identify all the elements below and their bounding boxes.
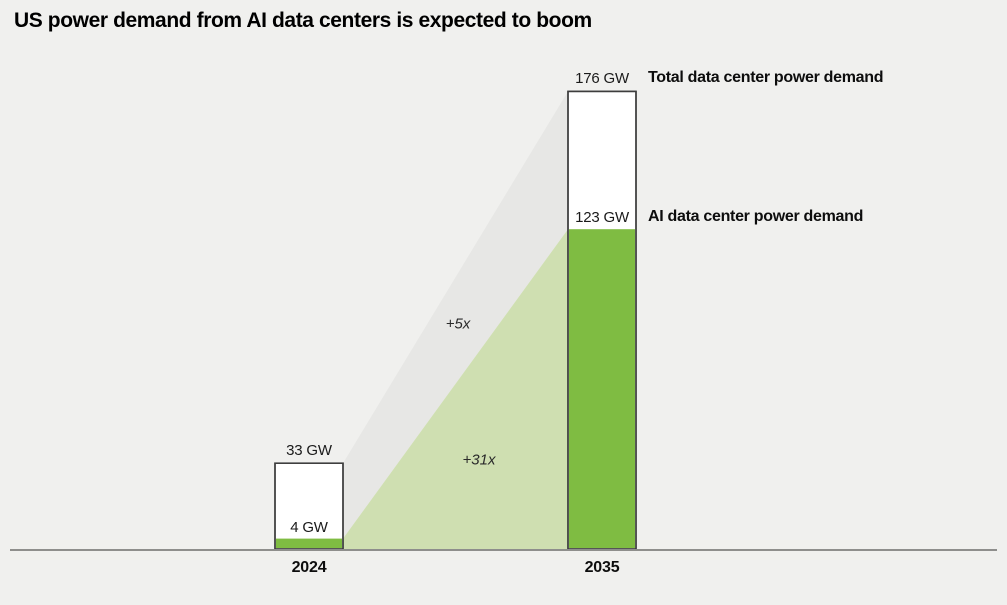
bar-2024 — [274, 462, 344, 550]
legend-ai-demand: AI data center power demand — [648, 208, 864, 226]
x-axis-label-2035: 2035 — [584, 559, 620, 576]
bar-2035-ai-segment — [569, 229, 635, 548]
annotation-total-multiplier: +5x — [445, 315, 471, 333]
total-growth-band — [343, 91, 568, 539]
value-label-total-2035: 176 GW — [575, 70, 629, 88]
ai-growth-band — [343, 229, 568, 549]
value-label-ai-2024: 4 GW — [290, 518, 328, 536]
bar-2024-total — [274, 462, 344, 550]
chart-title: US power demand from AI data centers is … — [14, 9, 592, 32]
legend-total-demand: Total data center power demand — [648, 69, 884, 87]
bar-2035 — [567, 90, 637, 550]
bar-2024-ai-segment — [276, 538, 342, 548]
value-label-ai-2035: 123 GW — [575, 209, 629, 227]
annotation-ai-multiplier: +31x — [462, 451, 496, 469]
x-axis-label-2024: 2024 — [291, 559, 327, 576]
value-label-total-2024: 33 GW — [286, 442, 332, 460]
